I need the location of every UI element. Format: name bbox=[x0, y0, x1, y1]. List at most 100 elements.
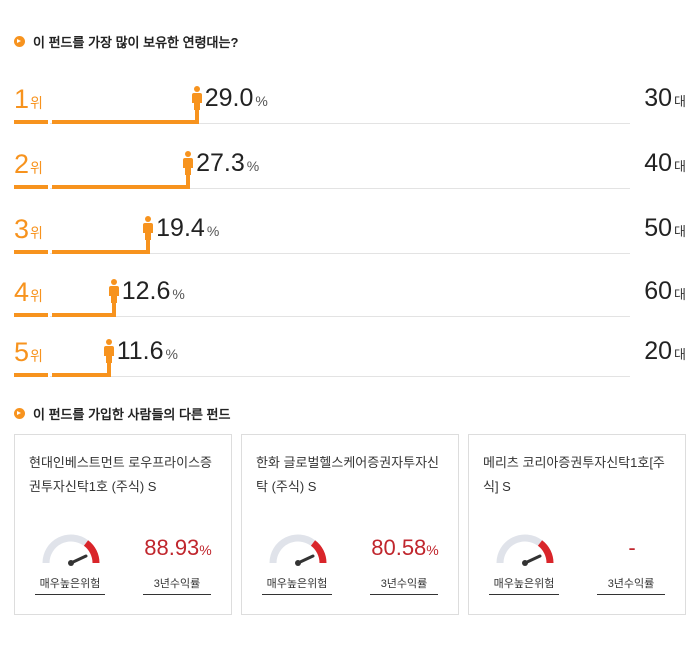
share-percent-value: 27.3 bbox=[196, 149, 245, 177]
age-group-value: 50 bbox=[644, 214, 673, 242]
share-percent: 27.3% bbox=[196, 149, 259, 177]
share-percent-value: 29.0 bbox=[204, 84, 254, 112]
person-icon bbox=[183, 151, 194, 175]
row-divider bbox=[50, 188, 630, 189]
age-group-unit: 대 bbox=[674, 94, 686, 109]
age-rank-row: 5 위 11.6% 20 대 bbox=[14, 329, 686, 383]
row-divider bbox=[50, 123, 630, 124]
rank-number: 5 bbox=[14, 337, 30, 367]
fund-card[interactable]: 메리츠 코리아증권투자신탁1호[주식] S 매우높은위험 - 3년수익률 bbox=[468, 434, 686, 615]
person-icon bbox=[103, 339, 114, 363]
return-period-label: 3년수익률 bbox=[597, 575, 665, 595]
return-rate: 80.58% bbox=[360, 535, 450, 561]
share-percent-value: 19.4 bbox=[156, 214, 205, 242]
share-bar-end bbox=[146, 236, 151, 254]
age-rank-row: 2 위 27.3% 40 대 bbox=[14, 141, 686, 195]
age-group: 50 대 bbox=[644, 214, 686, 242]
other-funds-title: 이 펀드를 가입한 사람들의 다른 펀드 bbox=[33, 406, 231, 422]
age-group: 60 대 bbox=[644, 277, 686, 305]
rank-number: 4 bbox=[14, 277, 30, 307]
row-divider bbox=[50, 316, 630, 317]
person-icon bbox=[108, 279, 119, 303]
age-group-unit: 대 bbox=[674, 159, 686, 174]
age-group-value: 40 bbox=[644, 149, 673, 177]
share-percent-unit: % bbox=[172, 286, 185, 302]
return-period-label: 3년수익률 bbox=[143, 575, 211, 595]
rank-unit: 위 bbox=[30, 348, 43, 364]
fund-card[interactable]: 현대인베스트먼트 로우프라이스증권투자신탁1호 (주식) S 매우높은위험 88.9… bbox=[14, 434, 232, 615]
age-group-value: 60 bbox=[644, 277, 673, 305]
rank-unit: 위 bbox=[30, 160, 43, 176]
rank-underline bbox=[14, 373, 48, 377]
fund-card[interactable]: 한화 글로벌헬스케어증권자투자신탁 (주식) S 매우높은위험 80.58% 3년수익… bbox=[241, 434, 459, 615]
age-group-unit: 대 bbox=[674, 347, 686, 362]
age-group: 40 대 bbox=[644, 149, 686, 177]
risk-level-label: 매우높은위험 bbox=[262, 575, 332, 595]
risk-level-label: 매우높은위험 bbox=[35, 575, 105, 595]
fund-name[interactable]: 메리츠 코리아증권투자신탁1호[주식] S bbox=[483, 455, 665, 494]
share-bar bbox=[52, 120, 199, 124]
share-percent-unit: % bbox=[255, 93, 268, 109]
rank-underline bbox=[14, 120, 48, 124]
share-percent-value: 11.6 bbox=[116, 337, 164, 365]
rank-number: 3 bbox=[14, 214, 30, 244]
share-bar-end bbox=[111, 299, 116, 317]
fund-name[interactable]: 현대인베스트먼트 로우프라이스증권투자신탁1호 (주식) S bbox=[29, 455, 213, 494]
share-bar bbox=[52, 185, 191, 189]
share-percent: 29.0% bbox=[205, 84, 268, 112]
rank-underline bbox=[14, 313, 48, 317]
share-bar bbox=[52, 250, 151, 254]
rank-unit: 위 bbox=[30, 288, 43, 304]
age-group: 30 대 bbox=[644, 84, 686, 112]
other-funds-header: 이 펀드를 가입한 사람들의 다른 펀드 bbox=[14, 404, 230, 422]
return-rate-unit: % bbox=[426, 542, 439, 558]
return-rate-value: 80.58 bbox=[371, 535, 427, 560]
return-rate: - bbox=[587, 535, 677, 561]
rank-number: 1 bbox=[14, 84, 30, 114]
age-group-value: 30 bbox=[644, 84, 673, 112]
rank-underline bbox=[14, 185, 48, 189]
person-icon bbox=[191, 86, 202, 110]
row-divider bbox=[50, 253, 630, 254]
return-period-label: 3년수익률 bbox=[370, 575, 438, 595]
age-rank-row: 4 위 12.6% 60 대 bbox=[14, 269, 686, 323]
return-rate-unit: % bbox=[199, 542, 212, 558]
share-bar bbox=[52, 313, 116, 317]
share-percent-unit: % bbox=[165, 346, 178, 362]
rank-number: 2 bbox=[14, 149, 30, 179]
age-group: 20 대 bbox=[644, 337, 686, 365]
age-rank-row: 1 위 29.0% 30 대 bbox=[14, 76, 686, 130]
age-group-unit: 대 bbox=[674, 287, 686, 302]
rank-unit: 위 bbox=[30, 95, 43, 111]
share-percent: 19.4% bbox=[156, 214, 219, 242]
share-bar-end bbox=[186, 171, 191, 189]
return-rate-value: 88.93 bbox=[144, 535, 200, 560]
row-divider bbox=[50, 376, 630, 377]
risk-gauge-icon bbox=[269, 534, 327, 566]
age-section-title: 이 펀드를 가장 많이 보유한 연령대는? bbox=[33, 34, 239, 50]
rank-underline bbox=[14, 250, 48, 254]
risk-gauge-icon bbox=[42, 534, 100, 566]
rank-unit: 위 bbox=[30, 225, 43, 241]
share-percent: 11.6% bbox=[117, 337, 178, 365]
age-rank-row: 3 위 19.4% 50 대 bbox=[14, 206, 686, 260]
return-rate: 88.93% bbox=[133, 535, 223, 561]
bullet-arrow-icon bbox=[14, 35, 25, 47]
age-group-unit: 대 bbox=[674, 224, 686, 239]
return-rate-value: - bbox=[628, 535, 636, 560]
share-percent-unit: % bbox=[206, 223, 220, 239]
fund-name[interactable]: 한화 글로벌헬스케어증권자투자신탁 (주식) S bbox=[256, 455, 440, 494]
share-bar-end bbox=[106, 359, 111, 377]
risk-level-label: 매우높은위험 bbox=[489, 575, 559, 595]
age-section-header: 이 펀드를 가장 많이 보유한 연령대는? bbox=[14, 32, 238, 50]
share-bar bbox=[52, 373, 111, 377]
risk-gauge-icon bbox=[496, 534, 554, 566]
share-percent-unit: % bbox=[246, 158, 260, 174]
share-percent: 12.6% bbox=[122, 277, 185, 305]
person-icon bbox=[143, 216, 154, 240]
